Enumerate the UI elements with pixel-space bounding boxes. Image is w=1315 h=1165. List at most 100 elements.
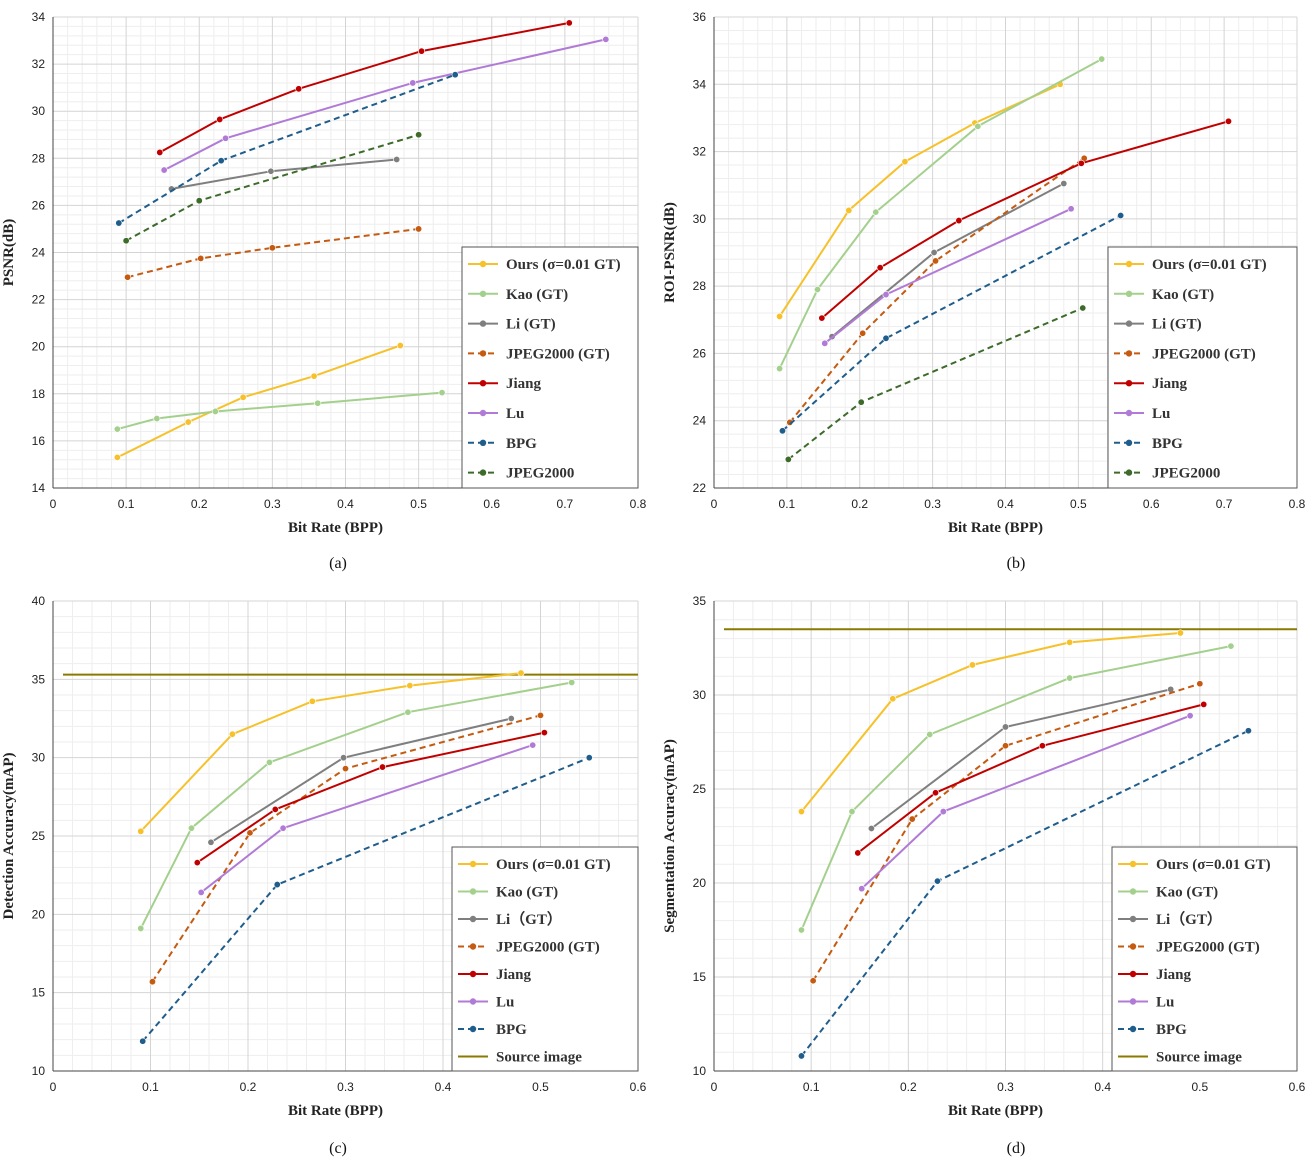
data-point-jiang [1200, 700, 1208, 708]
legend-entry: Kao (GT) [1152, 287, 1214, 303]
x-tick-label: 0.7 [557, 497, 574, 511]
legend-entry: Jiang [496, 967, 532, 983]
chart-panel-a: 0 0.1 0.2 0.3 0.4 0.5 0.6 0.7 0.8 14 16 18 20 22 24 26 2… [1, 10, 647, 572]
series-line-li [831, 182, 1065, 338]
legend-entry: BPG [1152, 436, 1183, 452]
data-point-ours [776, 312, 784, 320]
series-line-ours [800, 632, 1181, 813]
data-point-kao [872, 208, 880, 216]
legend-entry: Kao (GT) [506, 287, 568, 303]
y-tick-label: 14 [32, 481, 46, 495]
x-axis-label: Bit Rate (BPP) [288, 520, 383, 536]
data-point-li [267, 167, 275, 175]
data-point-kao [776, 365, 784, 373]
data-point-bpg [797, 1052, 805, 1060]
data-point-ours [310, 372, 318, 380]
legend-marker-bpg [479, 439, 487, 446]
legend-marker-kao [479, 290, 487, 297]
series-line-jpeg2000gt [812, 682, 1201, 982]
data-point-li [1001, 723, 1009, 731]
legend-entry: BPG [496, 1022, 527, 1038]
legend-marker-lu [479, 409, 487, 417]
legend-marker-li [469, 915, 477, 923]
data-point-bpg [933, 877, 941, 885]
data-point-lu [602, 35, 610, 43]
x-axis-label: Bit Rate (BPP) [948, 1103, 1043, 1119]
x-tick-label: 0.5 [532, 1080, 549, 1094]
y-tick-label: 25 [32, 829, 46, 843]
legend-entry: Ours (σ=0.01 GT) [506, 257, 621, 273]
legend-entry: Lu [496, 995, 514, 1011]
data-point-lu [858, 885, 866, 893]
x-axis-label: Bit Rate (BPP) [948, 520, 1043, 536]
data-point-jpeg2000 [1079, 304, 1087, 312]
y-tick-label: 20 [32, 340, 46, 354]
data-point-ours [406, 682, 414, 690]
data-point-ours [239, 393, 247, 401]
legend-entry: Lu [1152, 406, 1170, 422]
legend-marker-jiang [1129, 970, 1137, 978]
data-point-jiang [193, 859, 201, 867]
y-tick-label: 16 [32, 434, 46, 448]
data-point-bpg [451, 71, 459, 79]
x-tick-label: 0 [50, 1080, 57, 1094]
data-point-kao [187, 824, 195, 832]
x-tick-label: 0.5 [1191, 1080, 1208, 1094]
x-tick-label: 0.8 [630, 497, 647, 511]
legend-entry: JPEG2000 (GT) [1156, 940, 1260, 956]
x-tick-label: 0.3 [337, 1080, 354, 1094]
data-point-lu [1067, 205, 1075, 213]
data-point-kao [813, 286, 821, 294]
data-point-jiang [818, 314, 826, 322]
legend-entry: Li（GT） [496, 910, 562, 928]
legend-entry: JPEG2000 [1152, 466, 1220, 482]
legend-entry: Li (GT) [506, 317, 556, 333]
x-tick-label: 0.4 [435, 1080, 452, 1094]
y-tick-label: 35 [32, 672, 46, 686]
x-tick-label: 0.4 [1094, 1080, 1111, 1094]
legend-marker-jpeg2000gt [1129, 943, 1137, 950]
x-tick-label: 0.2 [240, 1080, 257, 1094]
legend-marker-ours [1125, 260, 1133, 268]
legend-entry: Lu [1156, 995, 1174, 1011]
legend-entry: Jiang [1152, 376, 1188, 392]
data-point-jpeg2000gt [268, 244, 276, 252]
legend-box [461, 246, 639, 489]
legend-marker-jiang [469, 970, 477, 978]
y-tick-label: 28 [693, 279, 707, 293]
legend-box [1111, 846, 1298, 1072]
y-tick-label: 32 [32, 57, 46, 71]
x-tick-label: 0.2 [900, 1080, 917, 1094]
data-point-jpeg2000 [415, 131, 423, 139]
legend-entry: JPEG2000 (GT) [496, 940, 600, 956]
y-tick-label: 24 [32, 246, 46, 260]
y-tick-label: 10 [693, 1064, 707, 1078]
legend-entry: Lu [506, 406, 524, 422]
data-point-lu [821, 339, 829, 347]
data-point-kao [848, 808, 856, 816]
legend-marker-jpeg2000 [479, 469, 487, 476]
data-point-lu [197, 888, 205, 896]
series-line-kao [117, 391, 443, 431]
data-point-lu [279, 824, 287, 832]
series-line-jpeg2000 [787, 307, 1084, 461]
data-point-jpeg2000 [857, 398, 865, 406]
series-line-bpg [781, 214, 1122, 432]
y-tick-label: 26 [32, 198, 46, 212]
y-tick-label: 30 [32, 751, 46, 765]
legend-entry: Jiang [506, 376, 542, 392]
data-point-ours [901, 158, 909, 166]
x-tick-label: 0.6 [483, 497, 500, 511]
x-tick-label: 0 [50, 497, 57, 511]
panel-caption: (c) [329, 1140, 347, 1157]
data-point-bpg [1244, 727, 1252, 735]
x-tick-label: 0 [711, 497, 718, 511]
x-tick-label: 0.3 [264, 497, 281, 511]
data-point-jpeg2000 [784, 455, 792, 463]
data-point-lu [409, 79, 417, 87]
x-tick-label: 0.7 [1216, 497, 1233, 511]
chart-panel-c: 0 0.1 0.2 0.3 0.4 0.5 0.6 10 15 20 25 30 35 40 Bit Rat… [1, 594, 647, 1157]
data-point-li [393, 155, 401, 163]
data-point-lu [939, 808, 947, 816]
